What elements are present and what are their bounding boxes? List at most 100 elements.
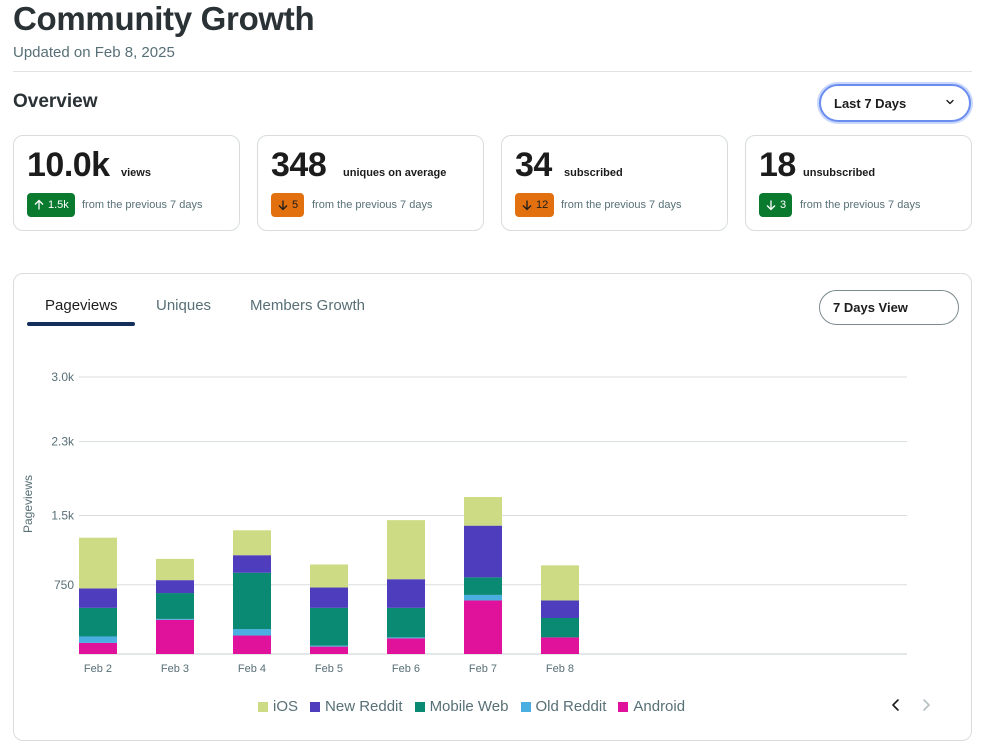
legend-swatch [258, 701, 268, 712]
arrow-up-icon [34, 199, 44, 210]
stat-card-views: 10.0k views 1.5k from the previous 7 day… [13, 135, 240, 231]
delta-value: 1.5k [48, 199, 69, 211]
chevron-right-icon[interactable] [918, 697, 934, 713]
bar-segment [233, 555, 271, 573]
bar-segment [310, 645, 348, 647]
stat-label: unsubscribed [803, 167, 876, 179]
delta-note: from the previous 7 days [561, 199, 682, 211]
legend-swatch [618, 701, 629, 712]
bar-segment [79, 588, 117, 608]
delta-badge: 3 [759, 193, 793, 217]
y-axis-label: Pageviews [21, 475, 35, 533]
legend-label: Mobile Web [429, 698, 509, 715]
bar-segment [541, 600, 579, 618]
bar-segment [79, 642, 117, 654]
days-view-button[interactable]: 7 Days View [819, 290, 959, 325]
bar-segment [541, 617, 579, 638]
bar-segment [464, 525, 502, 578]
legend-label: iOS [273, 698, 299, 715]
arrow-down-icon [522, 200, 532, 211]
bar-segment [541, 565, 579, 601]
y-tick-label: 750 [54, 578, 74, 592]
delta-value: 3 [780, 199, 787, 211]
page-title: Community Growth [13, 0, 315, 37]
stat-label: views [121, 167, 151, 179]
delta-badge: 1.5k [27, 193, 75, 217]
bar-segment [156, 593, 194, 619]
x-tick-label: Feb 6 [392, 663, 420, 675]
legend-label: New Reddit [325, 698, 403, 715]
legend-label: Old Reddit [535, 698, 607, 715]
x-tick-label: Feb 5 [315, 663, 343, 675]
stat-value: 18 [759, 146, 796, 184]
bar-segment [464, 497, 502, 526]
delta-note: from the previous 7 days [312, 199, 433, 211]
legend-item: Old Reddit [520, 698, 607, 715]
bar-segment [310, 564, 348, 588]
bar-segment [79, 636, 117, 643]
bar-segment [79, 607, 117, 637]
arrow-down-icon [766, 200, 776, 211]
bar-segment [233, 530, 271, 556]
bar-segment [156, 619, 194, 654]
delta-value: 12 [536, 199, 549, 211]
x-tick-label: Feb 4 [238, 663, 266, 675]
bar-segment [233, 635, 271, 654]
overview-heading: Overview [13, 91, 98, 112]
bar-segment [310, 646, 348, 654]
bar-segment [464, 600, 502, 654]
header-divider [13, 71, 972, 72]
bar-segment [387, 638, 425, 654]
pageviews-chart: 750 1.5k 2.3k 3.0k Pageviews Feb 2 Feb 3 Feb 4 F… [21, 370, 907, 675]
legend-item: New Reddit [310, 698, 403, 715]
x-tick-label: Feb 8 [546, 663, 574, 675]
tab-pageviews[interactable]: Pageviews [45, 297, 118, 314]
y-tick-label: 2.3k [51, 435, 75, 449]
bar-segment [156, 618, 194, 620]
legend-item: iOS [258, 698, 298, 715]
delta-value: 5 [292, 199, 299, 211]
bar-segment [464, 594, 502, 601]
bar-segment [233, 629, 271, 636]
tab-uniques[interactable]: Uniques [156, 297, 212, 314]
stat-label: uniques on average [343, 167, 447, 179]
bar-segment [387, 637, 425, 639]
bar-segment [79, 537, 117, 589]
tab-members-growth[interactable]: Members Growth [250, 297, 366, 314]
y-tick-label: 3.0k [51, 370, 75, 384]
delta-badge: 12 [515, 193, 555, 217]
bar-segment [156, 558, 194, 581]
legend-item: Android [618, 698, 685, 715]
chart-legend: iOS New Reddit Mobile Web Old Reddit Android [258, 698, 685, 715]
bar-segment [541, 637, 579, 654]
date-range-select-value: Last 7 Days [834, 95, 907, 111]
stat-value: 10.0k [27, 146, 110, 184]
bar-segment [310, 607, 348, 646]
days-view-button-label: 7 Days View [833, 300, 908, 315]
x-tick-label: Feb 3 [161, 663, 189, 675]
delta-note: from the previous 7 days [800, 199, 921, 211]
stat-card-unsubscribed: 18 unsubscribed 3 from the previous 7 da… [745, 135, 972, 231]
legend-swatch [310, 701, 321, 712]
active-tab-indicator [27, 322, 135, 326]
legend-item: Mobile Web [414, 698, 509, 715]
arrow-down-icon [278, 200, 288, 211]
y-tick-label: 1.5k [51, 509, 75, 523]
updated-timestamp: Updated on Feb 8, 2025 [13, 44, 175, 61]
legend-swatch [520, 701, 531, 712]
x-tick-label: Feb 2 [84, 663, 112, 675]
delta-badge: 5 [271, 193, 305, 217]
delta-note: from the previous 7 days [82, 199, 203, 211]
stat-card-uniques: 348 uniques on average 5 from the previo… [257, 135, 484, 231]
chevron-down-icon [946, 99, 954, 105]
bar-segment [156, 580, 194, 594]
bar-segment [310, 587, 348, 608]
legend-label: Android [633, 698, 686, 715]
stat-card-subscribed: 34 subscribed 12 from the previous 7 day… [501, 135, 728, 231]
stat-value: 34 [515, 146, 552, 184]
legend-swatch [414, 701, 425, 712]
chevron-left-icon[interactable] [888, 697, 904, 713]
bar-segment [387, 579, 425, 608]
bar-segment [387, 607, 425, 638]
date-range-select[interactable]: Last 7 Days [819, 84, 971, 122]
